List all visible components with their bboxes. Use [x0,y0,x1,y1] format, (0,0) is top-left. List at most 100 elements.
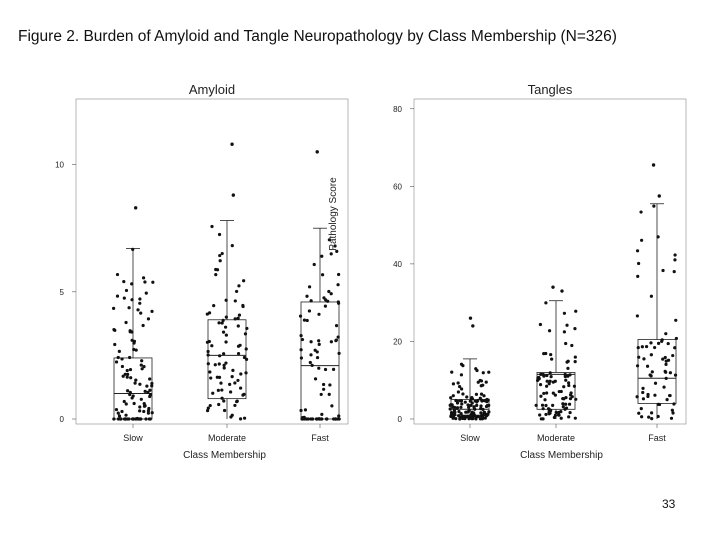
data-point [222,352,226,356]
data-point [120,409,124,414]
data-point [549,352,553,357]
data-point [670,408,674,412]
data-point [299,356,304,360]
data-point [566,366,570,370]
data-point [566,374,570,378]
data-point [459,362,464,366]
outlier-point [551,285,555,289]
data-point [134,417,138,421]
data-point [206,353,210,357]
data-point [310,417,314,421]
data-point [142,364,146,369]
data-point [563,407,567,411]
data-point [460,402,464,406]
data-point [144,291,148,295]
data-point [144,417,148,421]
data-point [244,371,248,375]
x-tick-label: Fast [648,433,666,443]
data-point [236,378,240,383]
data-point [482,394,486,398]
data-point [117,349,121,353]
panel-title: Amyloid [189,82,235,97]
data-point [664,376,668,380]
y-tick-label: 0 [398,415,403,424]
data-point [309,299,313,303]
data-point [205,312,209,316]
data-point [299,334,303,338]
data-point [664,362,668,367]
data-point [635,249,640,253]
data-point [486,412,490,416]
data-point [564,395,568,400]
data-point [337,351,341,355]
data-point [337,414,341,418]
data-point [113,328,117,332]
data-point [460,414,464,418]
data-point [457,414,461,418]
data-point [566,359,570,363]
data-point [244,347,248,351]
data-point [564,341,568,346]
data-point [123,372,127,376]
data-point [450,370,454,374]
data-point [481,416,485,420]
outlier-point [230,142,234,146]
data-point [673,346,677,350]
data-point [229,390,233,394]
data-point [543,398,547,402]
data-point [479,404,483,408]
x-tick-label: Fast [311,433,329,443]
data-point [215,375,219,379]
data-point [545,384,549,388]
data-point [334,338,338,343]
data-point [220,321,224,325]
data-point [458,385,462,389]
data-point [136,308,140,312]
data-point [563,372,567,377]
data-point [120,357,124,361]
data-point [665,397,669,402]
data-point [451,382,456,386]
data-point [666,358,671,362]
data-point [481,383,485,387]
outlier-point [468,316,473,320]
data-point [143,280,147,284]
data-point [305,417,309,421]
data-point [456,381,460,385]
data-point [636,346,640,350]
data-point [116,355,120,360]
data-point [220,251,224,256]
outlier-point [651,163,656,167]
data-point [221,318,225,322]
data-point [542,374,546,378]
data-point [454,416,458,421]
data-point [641,390,645,395]
data-point [463,400,467,404]
data-point [475,403,479,407]
data-point [128,390,132,395]
data-point [223,325,228,329]
data-point [557,389,561,394]
data-point [146,317,151,321]
page-number: 33 [662,497,676,511]
data-point [538,413,542,417]
data-point [148,393,153,397]
data-point [131,247,135,251]
data-point [212,304,216,308]
data-point [224,333,228,337]
data-point [313,348,317,352]
data-point [138,405,142,409]
data-point [539,372,543,376]
data-point [551,380,555,384]
data-point [661,357,665,361]
data-point [230,244,234,248]
data-point [303,408,308,412]
data-point [150,384,154,388]
data-point [333,244,337,248]
data-point [459,405,463,409]
data-point [140,367,144,371]
data-point [668,393,672,398]
data-point [131,417,135,421]
data-point [233,403,237,408]
data-point [452,405,457,409]
